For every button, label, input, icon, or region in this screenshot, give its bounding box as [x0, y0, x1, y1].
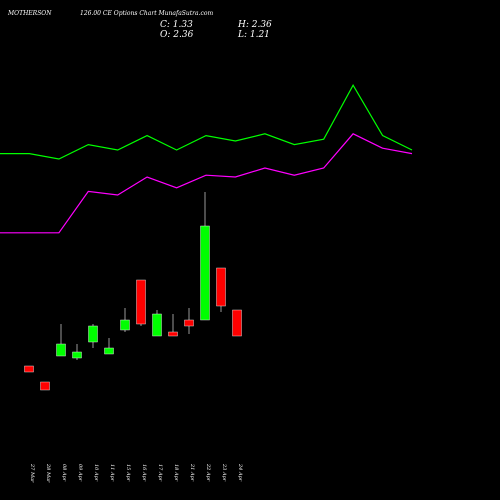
candle-body: [200, 225, 210, 321]
candle-body: [56, 343, 66, 357]
candle-body: [152, 313, 162, 337]
moving-average-lines: [0, 83, 413, 234]
candle: [120, 308, 130, 332]
candle: [104, 338, 114, 355]
candle: [200, 192, 210, 321]
candle-body: [40, 381, 50, 391]
date-tick-label: 11 Apr: [109, 464, 115, 482]
candle: [184, 308, 194, 334]
close-value: C: 1.33: [160, 20, 193, 30]
candle: [72, 344, 82, 360]
date-tick-label: 28 Mar: [45, 463, 51, 483]
date-tick-label: 17 Apr: [157, 464, 163, 482]
open-value: O: 2.36: [160, 30, 194, 40]
date-tick-label: 09 Apr: [77, 464, 83, 482]
candle: [136, 279, 146, 326]
candle: [216, 267, 226, 312]
candle: [24, 365, 34, 373]
candle: [56, 324, 66, 357]
candle: [232, 309, 242, 337]
low-value: L: 1.21: [237, 30, 270, 40]
date-tick-label: 22 Apr: [205, 463, 211, 482]
date-tick-label: 27 Mar: [29, 463, 35, 483]
date-axis: 27 Mar 28 Mar 08 Apr 09 Apr 10 Apr 11 Apr 15 A…: [29, 463, 243, 483]
upper-line-series: [0, 83, 413, 160]
chart-description: 126.00 CE Options Chart MunafaSutra.com: [80, 10, 214, 17]
candle-body: [184, 319, 194, 327]
candle-body: [216, 267, 226, 307]
date-tick-label: 23 Apr: [221, 463, 227, 482]
candle: [168, 314, 178, 337]
candle-body: [168, 331, 178, 337]
candle: [40, 381, 50, 391]
candle-body: [72, 351, 82, 359]
candle-body: [120, 319, 130, 331]
candle: [88, 324, 98, 348]
candle-body: [24, 365, 34, 373]
candle-body: [104, 347, 114, 355]
date-tick-label: 08 Apr: [61, 464, 67, 482]
candle-body: [136, 279, 146, 325]
date-tick-label: 21 Apr: [189, 463, 195, 482]
candle: [152, 310, 162, 337]
date-tick-label: 16 Apr: [141, 464, 147, 482]
symbol-label: MOTHERSON: [7, 10, 52, 17]
lower-line-series: [0, 133, 413, 234]
date-tick-label: 10 Apr: [93, 464, 99, 482]
date-tick-label: 24 Apr: [237, 463, 243, 482]
high-value: H: 2.36: [237, 20, 272, 30]
date-tick-label: 15 Apr: [125, 464, 131, 482]
date-tick-label: 18 Apr: [173, 464, 179, 482]
candlesticks: [24, 192, 242, 391]
candle-body: [88, 325, 98, 343]
candle-body: [232, 309, 242, 337]
